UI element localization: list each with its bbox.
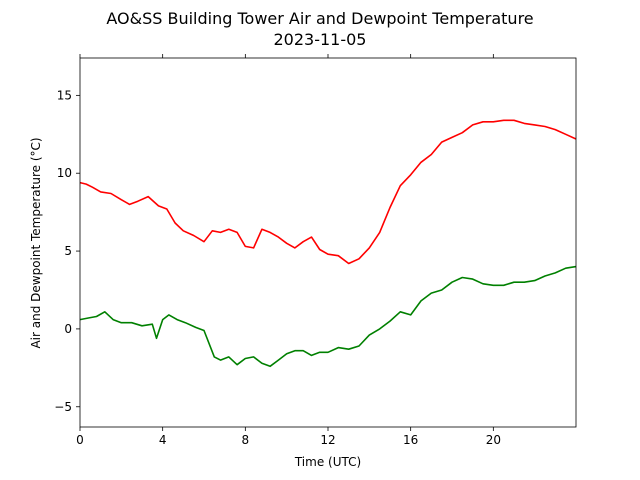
y-tick-label: 10 — [57, 166, 72, 180]
chart-subtitle: 2023-11-05 — [274, 30, 367, 49]
series-line-2 — [79, 265, 577, 368]
y-tick-label: 0 — [64, 322, 72, 336]
y-tick-label: 5 — [64, 244, 72, 258]
x-tick-label: 4 — [159, 433, 167, 447]
series-layer — [79, 119, 577, 368]
series-line-1 — [79, 119, 577, 265]
x-tick-label: 8 — [242, 433, 250, 447]
x-tick-label: 12 — [320, 433, 335, 447]
chart-title: AO&SS Building Tower Air and Dewpoint Te… — [106, 9, 533, 28]
y-tick-label: 15 — [57, 88, 72, 102]
x-axis: 0 4 8 12 16 20 — [76, 54, 501, 447]
plot-area — [80, 58, 576, 427]
y-tick-label: −5 — [54, 400, 72, 414]
x-tick-label: 16 — [403, 433, 418, 447]
x-tick-label: 20 — [486, 433, 501, 447]
y-axis: −5 0 5 10 15 — [54, 88, 80, 414]
y-axis-label: Air and Dewpoint Temperature (°C) — [29, 137, 43, 348]
x-axis-label: Time (UTC) — [294, 455, 361, 469]
x-tick-label: 0 — [76, 433, 84, 447]
plot-frame — [79, 57, 577, 428]
